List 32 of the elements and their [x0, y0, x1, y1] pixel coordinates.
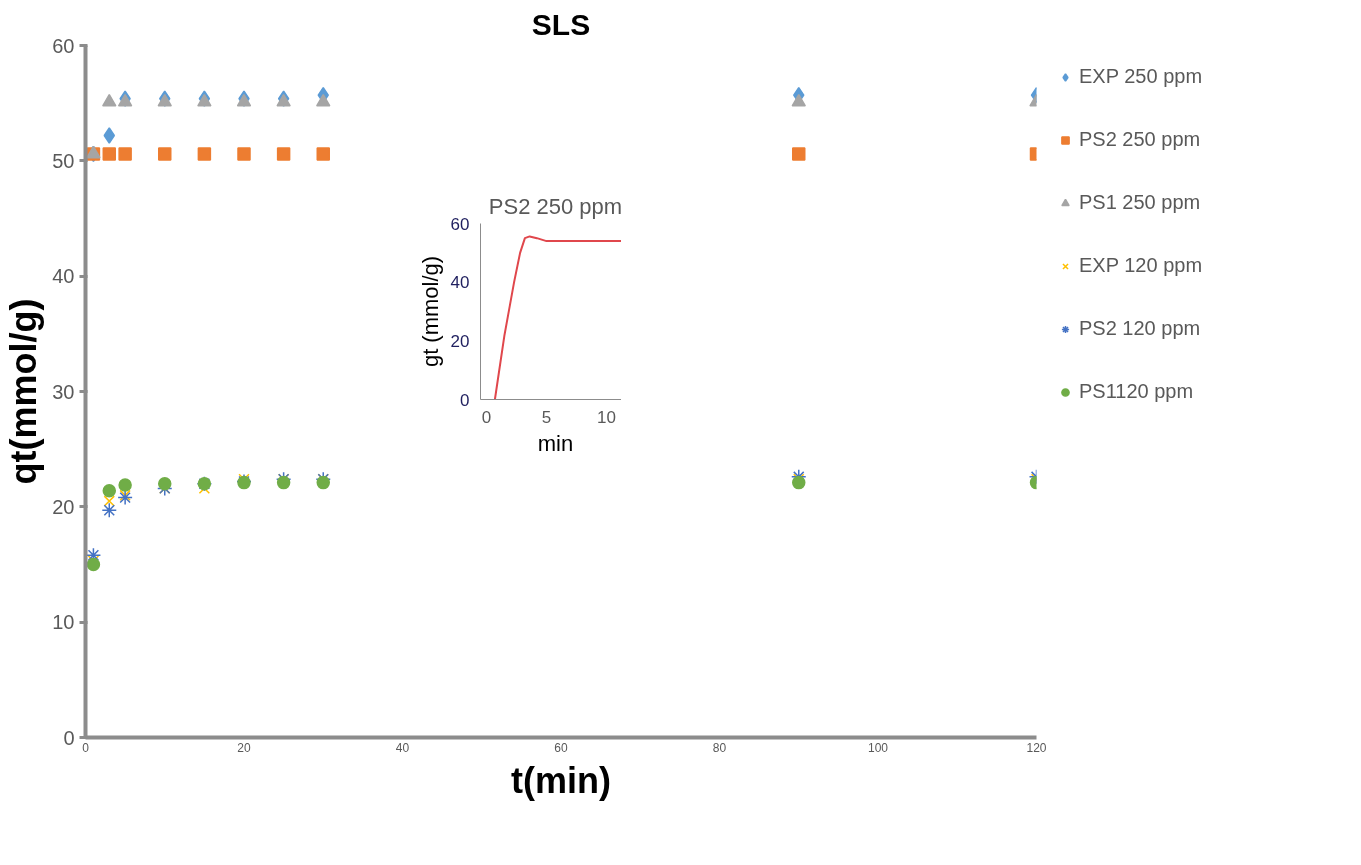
x-axis-title: min — [537, 430, 574, 456]
legend-label: PS2 250 ppm — [1079, 128, 1201, 151]
y-axis-title: qt(mmol/g) — [3, 298, 45, 485]
legend-label: PS1120 ppm — [1079, 380, 1194, 403]
x-tick-label: 120 — [1026, 740, 1047, 755]
x-tick-label: 60 — [554, 740, 568, 755]
y-tick-label: 40 — [450, 273, 470, 293]
legend-label: EXP 120 ppm — [1079, 254, 1203, 277]
x-tick-label: 0 — [481, 407, 492, 427]
chart-title: SLS — [531, 7, 591, 41]
x-tick-label: 80 — [712, 740, 727, 755]
y-tick-label: 20 — [450, 331, 470, 351]
x-tick-label: 20 — [237, 740, 251, 755]
legend-label: EXP 250 ppm — [1079, 65, 1203, 88]
x-tick-label: 40 — [395, 740, 410, 755]
chart-title: PS2 250 ppm — [488, 193, 623, 219]
y-tick-label: 50 — [52, 149, 75, 172]
y-tick-label: 20 — [52, 495, 75, 518]
x-tick-label: 0 — [82, 740, 90, 755]
x-tick-label: 5 — [541, 407, 552, 427]
x-tick-label: 100 — [867, 740, 889, 755]
y-axis-title: gt (mmol/g) — [417, 255, 443, 368]
x-tick-label: 10 — [597, 407, 616, 427]
y-tick-label: 60 — [450, 214, 470, 234]
legend-label: PS2 120 ppm — [1079, 317, 1201, 340]
legend-label: PS1 250 ppm — [1079, 191, 1201, 214]
y-tick-label: 60 — [52, 34, 75, 57]
y-tick-label: 40 — [52, 265, 75, 288]
y-tick-label: 30 — [52, 380, 75, 403]
x-axis-title: t(min) — [511, 759, 611, 801]
y-tick-label: 0 — [460, 390, 470, 410]
y-tick-label: 10 — [52, 611, 75, 634]
